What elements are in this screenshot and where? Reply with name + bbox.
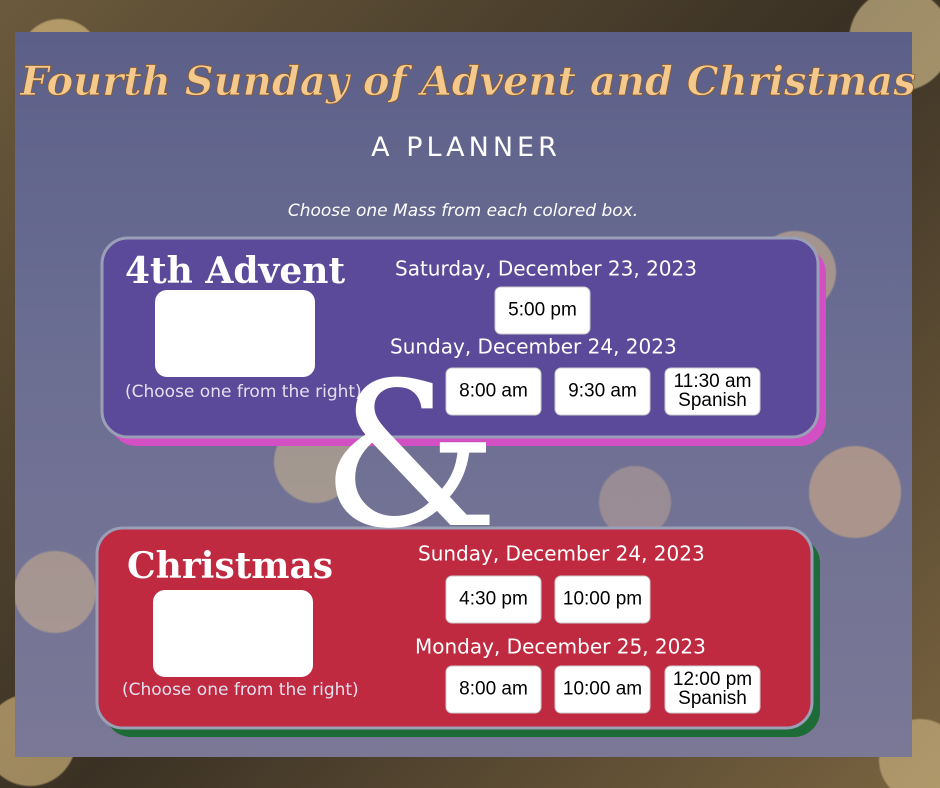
- time-label: 8:00 am: [459, 381, 528, 402]
- section-title: 4th Advent: [125, 250, 345, 292]
- time-button: [664, 367, 761, 416]
- time-label: 9:30 am: [568, 381, 637, 402]
- caption: (Choose one from the right): [125, 382, 362, 402]
- section-card: Christmas (Choose one from the right) Sund…: [95, 526, 820, 737]
- subtitle: A PLANNER: [371, 132, 561, 163]
- section-title: Christmas: [127, 545, 333, 587]
- time-button: [664, 665, 761, 714]
- date: Monday, December 25, 2023: [415, 635, 706, 659]
- time-label: 11:30 am: [674, 371, 752, 392]
- section-card: 4th Advent (Choose one from the right) Sat…: [100, 236, 826, 446]
- time-label: Spanish: [678, 688, 747, 709]
- date: Sunday, December 24, 2023: [418, 542, 705, 566]
- time-button: [554, 367, 651, 416]
- time-button: [445, 665, 542, 714]
- time-button: [445, 367, 542, 416]
- date: Sunday, December 24, 2023: [390, 335, 677, 359]
- time-label: 8:00 am: [459, 679, 528, 700]
- time-button: [445, 575, 542, 624]
- time-label: Spanish: [678, 390, 747, 411]
- choice-box: [153, 590, 313, 677]
- choice-box: [155, 290, 315, 377]
- time-button: [494, 286, 591, 335]
- title: Fourth Sunday of Advent and Christmas: [19, 58, 915, 105]
- caption: (Choose one from the right): [122, 680, 359, 700]
- time-label: 10:00 am: [563, 679, 642, 700]
- time-button: [554, 665, 651, 714]
- instruction: Choose one Mass from each colored box.: [288, 201, 638, 221]
- time-label: 5:00 pm: [508, 300, 577, 321]
- ampersand: &: [321, 340, 499, 573]
- date: Saturday, December 23, 2023: [395, 257, 697, 281]
- time-button: [554, 575, 651, 624]
- time-label: 10:00 pm: [563, 589, 642, 610]
- time-label: 12:00 pm: [673, 669, 752, 690]
- time-label: 4:30 pm: [459, 589, 528, 610]
